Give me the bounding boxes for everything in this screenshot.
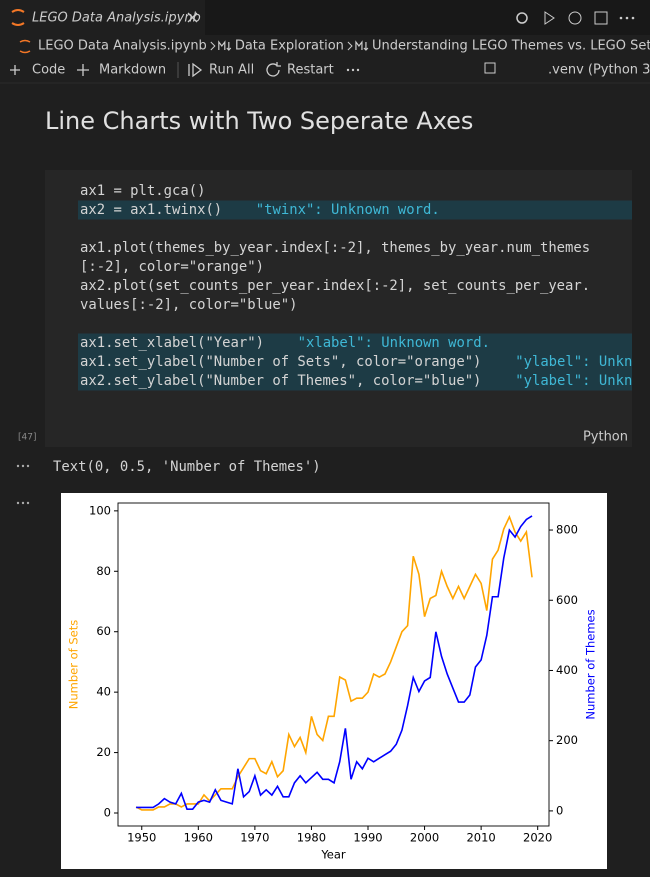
toolbar-icon: [77, 64, 89, 76]
y2-axis-label: Number of Themes: [584, 609, 598, 719]
settings-icon[interactable]: [516, 12, 528, 24]
y2-tick-label: 800: [556, 523, 578, 537]
output-menu[interactable]: [16, 501, 30, 505]
y-tick-label: 60: [96, 624, 111, 638]
markdown-icon: [355, 40, 369, 51]
close-tab[interactable]: [187, 12, 198, 23]
jupyter-icon: [19, 39, 31, 54]
breadcrumb-item[interactable]: Understanding LEGO Themes vs. LEGO Sets: [372, 39, 650, 54]
toolbar-icon: [188, 62, 203, 78]
execution-count: [47]: [18, 433, 36, 443]
inline-hint: "ylabel": Unkn: [515, 354, 632, 370]
kernel-picker[interactable]: .venv (Python 3.10.12): [548, 63, 650, 78]
more-icon[interactable]: [619, 16, 635, 20]
line-highlight: [78, 352, 632, 372]
line-highlight: [78, 200, 632, 220]
series-line: [136, 515, 533, 810]
chevron: [210, 41, 216, 51]
x-tick-label: 1950: [127, 831, 156, 845]
code-line: ax2 = ax1.twinx(): [80, 202, 222, 218]
active-tab[interactable]: [0, 0, 205, 35]
toolbar-more[interactable]: [346, 68, 360, 72]
y2-tick-label: 0: [556, 803, 563, 817]
toolbar-button[interactable]: Restart: [287, 63, 334, 78]
x-tick-label: 1970: [240, 831, 269, 845]
x-tick-label: 2020: [523, 831, 552, 845]
markdown-heading: Line Charts with Two Seperate Axes: [45, 107, 473, 135]
code-line: ax1.plot(themes_by_year.index[:-2], them…: [80, 240, 590, 256]
code-line: values[:-2], color="blue"): [80, 297, 297, 313]
split-icon[interactable]: [594, 11, 608, 25]
line-highlight: [78, 333, 632, 353]
series-line: [135, 514, 533, 811]
code-line: [:-2], color="orange"): [80, 259, 264, 275]
toolbar-button[interactable]: Run All: [209, 63, 254, 78]
x-tick-label: 2000: [410, 831, 439, 845]
inline-hint: "twinx": Unknown word.: [256, 202, 440, 218]
chevron: [347, 41, 353, 51]
toolbar-icon: [266, 62, 281, 77]
breadcrumb-item[interactable]: LEGO Data Analysis.ipynb: [38, 39, 207, 54]
markdown-icon: [218, 40, 232, 51]
y-axis-label: Number of Sets: [67, 620, 81, 709]
y-tick-label: 100: [89, 503, 111, 517]
y2-tick-label: 600: [556, 593, 578, 607]
y-tick-label: 20: [96, 745, 111, 759]
y2-tick-label: 400: [556, 663, 578, 677]
y-tick-label: 0: [104, 806, 111, 820]
output-menu[interactable]: [16, 464, 30, 468]
code-line: ax1 = plt.gca(): [80, 183, 205, 199]
cell-language[interactable]: Python: [583, 430, 628, 445]
toolbar-icon: [10, 65, 20, 75]
x-tick-label: 1990: [353, 831, 382, 845]
line-highlight: [78, 371, 632, 391]
x-tick-label: 2010: [466, 831, 495, 845]
axes-frame: [117, 502, 550, 827]
code-line: ax2.plot(set_counts_per_year.index[:-2],…: [80, 278, 590, 294]
y2-tick-label: 200: [556, 733, 578, 747]
toolbar: [0, 58, 650, 83]
toolbar-button[interactable]: Markdown: [99, 63, 166, 78]
jupyter-icon: [11, 9, 25, 26]
code-line: ax2.set_ylabel("Number of Themes", color…: [80, 373, 481, 389]
run-icon[interactable]: [544, 11, 555, 25]
output-text: Text(0, 0.5, 'Number of Themes'): [53, 459, 321, 475]
code-line: ax1.set_xlabel("Year"): [80, 335, 264, 351]
tab-title[interactable]: LEGO Data Analysis.ipynb: [32, 11, 201, 26]
toolbar-button[interactable]: Code: [32, 63, 65, 78]
breadcrumb-item[interactable]: Data Exploration: [235, 39, 344, 54]
history-icon[interactable]: [568, 11, 582, 25]
code-line: ax1.set_ylabel("Number of Sets", color="…: [80, 354, 481, 370]
x-tick-label: 1980: [297, 831, 326, 845]
y-tick-label: 80: [96, 564, 111, 578]
y-tick-label: 40: [96, 685, 111, 699]
inline-hint: "ylabel": Unkn: [515, 373, 632, 389]
code-editor[interactable]: ax1 = plt.gca() ax2 = ax1.twinx() "twinx":…: [78, 183, 632, 391]
x-axis-label: Year: [320, 848, 346, 862]
chart-image: [61, 493, 607, 869]
kernel-icon: [484, 62, 496, 74]
inline-hint: "xlabel": Unknown word.: [298, 335, 490, 351]
x-tick-label: 1960: [184, 831, 213, 845]
